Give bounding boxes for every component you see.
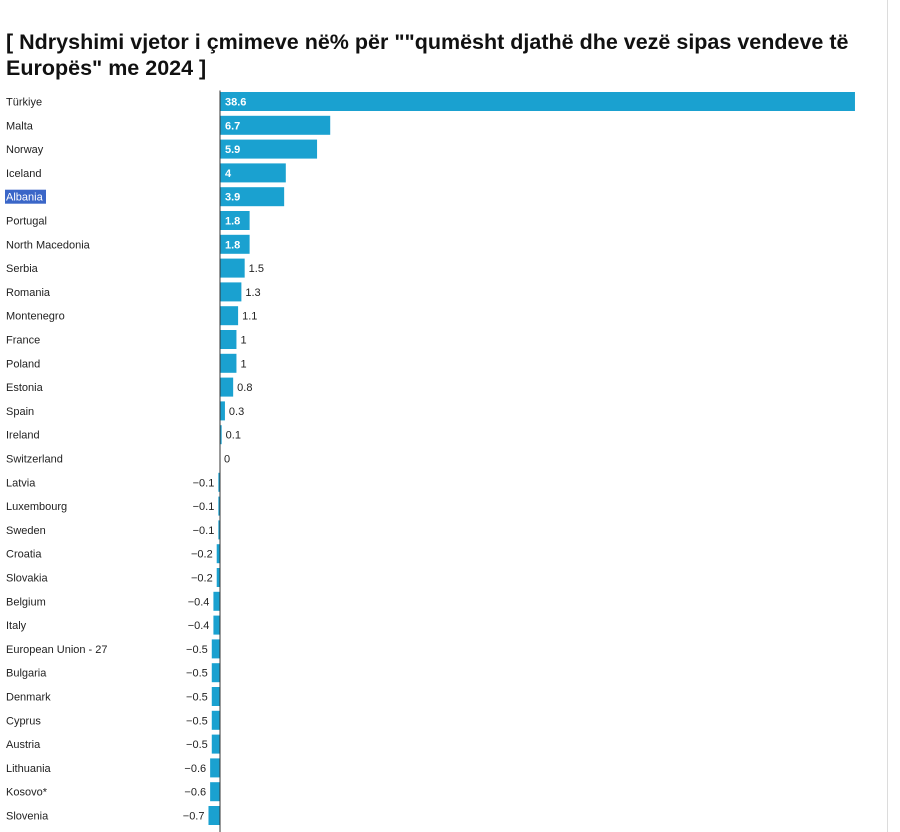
chart-title: [ Ndryshimi vjetor i çmimeve në% për ""q… [6, 30, 849, 80]
value-label-north-macedonia: 1.8 [225, 239, 240, 251]
category-label-sweden: Sweden [6, 525, 46, 537]
bar-slovenia [208, 806, 220, 825]
bar-iceland [220, 163, 286, 183]
value-label-bulgaria: −0.5 [186, 668, 208, 680]
category-label-denmark: Denmark [6, 692, 51, 704]
category-label-turkiye: Türkiye [6, 97, 42, 109]
category-label-serbia: Serbia [6, 263, 39, 275]
bar-serbia [220, 258, 245, 278]
value-label-turkiye: 38.6 [225, 97, 246, 109]
category-label-kosovo: Kosovo* [6, 787, 48, 799]
value-label-norway: 5.9 [225, 144, 240, 156]
category-label-albania: Albania [6, 192, 44, 204]
value-label-kosovo: −0.6 [184, 787, 206, 799]
category-label-croatia: Croatia [6, 549, 42, 561]
bar-estonia [220, 377, 234, 397]
bar-malta [220, 115, 331, 135]
category-label-iceland: Iceland [6, 168, 41, 180]
bar-denmark [211, 687, 220, 706]
value-label-poland: 1 [240, 358, 246, 370]
category-label-france: France [6, 335, 40, 347]
bar-austria [211, 734, 220, 754]
value-label-malta: 6.7 [225, 120, 240, 132]
category-label-north-macedonia: North Macedonia [6, 239, 91, 251]
value-label-iceland: 4 [225, 168, 232, 180]
value-label-serbia: 1.5 [249, 263, 264, 275]
category-label-lithuania: Lithuania [6, 763, 52, 775]
value-label-denmark: −0.5 [186, 692, 208, 704]
category-label-switzerland: Switzerland [6, 454, 63, 466]
bar-european-union-27 [211, 639, 220, 659]
bar-montenegro [220, 306, 239, 326]
bar-poland [220, 353, 237, 373]
category-label-ireland: Ireland [6, 430, 40, 442]
category-label-belgium: Belgium [6, 596, 46, 608]
bar-kosovo [210, 782, 220, 802]
category-label-slovenia: Slovenia [6, 811, 49, 823]
bar-norway [220, 139, 318, 159]
value-label-european-union-27: −0.5 [186, 644, 208, 656]
value-label-luxembourg: −0.1 [193, 501, 215, 513]
bar-croatia [216, 544, 220, 564]
bar-bulgaria [211, 663, 220, 683]
value-label-belgium: −0.4 [188, 596, 210, 608]
category-label-poland: Poland [6, 358, 40, 370]
bar-ireland [220, 425, 222, 445]
page-edge-rule [887, 0, 888, 832]
bar-albania [220, 187, 285, 207]
value-label-albania: 3.9 [225, 192, 240, 204]
value-label-ireland: 0.1 [226, 430, 241, 442]
bar-lithuania [210, 758, 220, 778]
bar-romania [220, 282, 242, 302]
value-label-estonia: 0.8 [237, 382, 252, 394]
value-label-france: 1 [240, 335, 246, 347]
value-label-slovakia: −0.2 [191, 573, 213, 585]
value-label-portugal: 1.8 [225, 216, 240, 228]
category-label-european-union-27: European Union - 27 [6, 644, 108, 656]
bar-turkiye [220, 92, 855, 111]
category-label-malta: Malta [6, 120, 34, 132]
value-label-croatia: −0.2 [191, 549, 213, 561]
value-label-austria: −0.5 [186, 739, 208, 751]
bar-slovakia [216, 568, 220, 587]
value-label-cyprus: −0.5 [186, 715, 208, 727]
value-label-lithuania: −0.6 [184, 763, 206, 775]
bar-italy [213, 615, 220, 635]
value-label-montenegro: 1.1 [242, 311, 257, 323]
category-label-luxembourg: Luxembourg [6, 501, 67, 513]
value-label-sweden: −0.1 [193, 525, 215, 537]
value-label-spain: 0.3 [229, 406, 244, 418]
bar-sweden [218, 520, 220, 540]
category-label-spain: Spain [6, 406, 34, 418]
category-highlight-albania [5, 189, 46, 204]
bar-spain [220, 401, 225, 421]
bar-portugal [220, 211, 250, 230]
category-label-slovakia: Slovakia [6, 573, 48, 585]
value-label-italy: −0.4 [188, 620, 210, 632]
category-label-latvia: Latvia [6, 477, 36, 489]
bar-north-macedonia [220, 234, 250, 254]
category-label-austria: Austria [6, 739, 41, 751]
category-label-norway: Norway [6, 144, 44, 156]
category-label-bulgaria: Bulgaria [6, 668, 47, 680]
bar-luxembourg [218, 496, 220, 516]
category-label-italy: Italy [6, 620, 27, 632]
category-label-estonia: Estonia [6, 382, 44, 394]
value-label-latvia: −0.1 [193, 477, 215, 489]
category-label-romania: Romania [6, 287, 51, 299]
bar-belgium [213, 591, 220, 611]
category-label-montenegro: Montenegro [6, 311, 65, 323]
value-label-slovenia: −0.7 [183, 811, 205, 823]
bar-france [220, 330, 237, 349]
value-label-romania: 1.3 [245, 287, 260, 299]
category-label-portugal: Portugal [6, 216, 47, 228]
value-label-switzerland: 0 [224, 454, 230, 466]
bar-latvia [218, 472, 220, 492]
bar-cyprus [211, 710, 220, 730]
category-label-cyprus: Cyprus [6, 715, 41, 727]
